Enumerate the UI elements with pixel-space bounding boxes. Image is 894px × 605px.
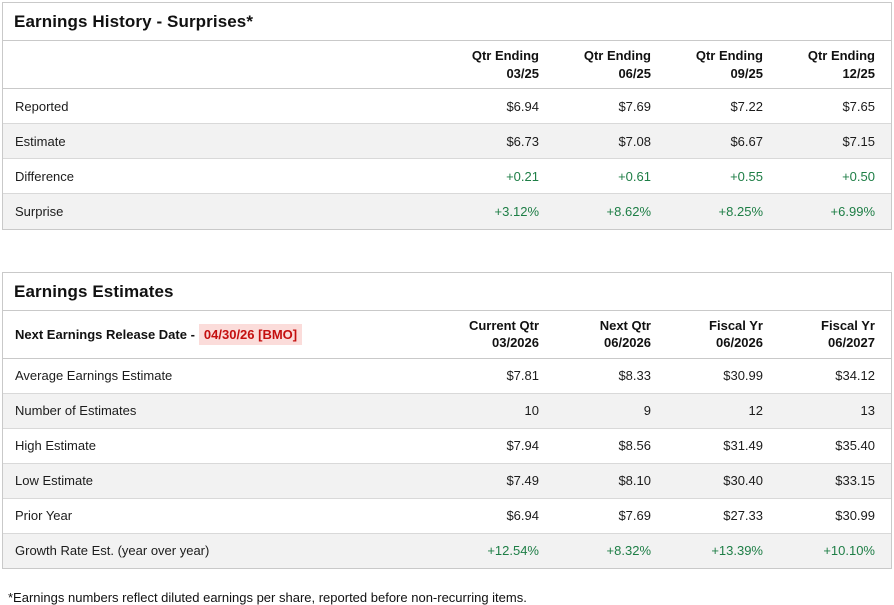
column-header: Next Qtr 06/2026 (555, 310, 667, 359)
cell-value: 12 (667, 392, 779, 429)
cell-value: $7.69 (618, 98, 651, 114)
cell-value: $33.15 (779, 462, 891, 499)
row-label: Difference (3, 158, 443, 194)
cell-value: $7.08 (555, 123, 667, 159)
cell-value: $7.22 (730, 98, 763, 114)
cell-value: $34.12 (835, 368, 875, 384)
table-row: Estimate $6.73 $7.08 $6.67 $7.15 (3, 123, 891, 159)
column-header: Fiscal Yr 06/2027 (779, 310, 891, 359)
cell-value: 10 (443, 392, 555, 429)
cell-value: $30.99 (779, 497, 891, 534)
table-row: Difference +0.21 +0.61 +0.55 +0.50 (3, 158, 891, 194)
row-label: Average Earnings Estimate (15, 368, 173, 384)
table-row: Low Estimate $7.49 $8.10 $30.40 $33.15 (3, 462, 891, 499)
column-header: Fiscal Yr 06/2026 (667, 310, 779, 359)
footnote: *Earnings numbers reflect diluted earnin… (8, 590, 527, 605)
table-row: Growth Rate Est. (year over year) +12.54%… (3, 532, 891, 569)
table-row: High Estimate $7.94 $8.56 $31.49 $35.40 (3, 427, 891, 464)
cell-value: $7.49 (443, 462, 555, 499)
cell-value: $6.94 (443, 497, 555, 534)
cell-value: $6.67 (667, 123, 779, 159)
row-label: Reported (15, 98, 69, 114)
release-date-label: Next Earnings Release Date - (15, 326, 195, 342)
cell-value: $6.73 (443, 123, 555, 159)
cell-value: +0.21 (443, 158, 555, 194)
header-spacer (3, 41, 443, 90)
earnings-history-body: Reported $6.94 $7.69 $7.22 $7.65 Estimate $6.7… (3, 89, 891, 229)
table-row: Reported $6.94 $7.69 $7.22 $7.65 (3, 89, 891, 124)
cell-value: $7.65 (842, 98, 875, 114)
cell-value: +0.61 (555, 158, 667, 194)
cell-value: 13 (779, 392, 891, 429)
cell-value: +6.99% (779, 193, 891, 229)
row-label: Prior Year (3, 497, 443, 534)
cell-value: $35.40 (779, 427, 891, 464)
cell-value: $8.10 (555, 462, 667, 499)
row-label: Low Estimate (3, 462, 443, 499)
cell-value: +3.12% (443, 193, 555, 229)
cell-value: $6.94 (506, 98, 539, 114)
table-row: Surprise +3.12% +8.62% +8.25% +6.99% (3, 193, 891, 229)
column-header: Current Qtr 03/2026 (443, 310, 555, 359)
column-header: Qtr Ending 12/25 (779, 41, 891, 90)
cell-value: +13.39% (667, 532, 779, 569)
cell-value: +10.10% (779, 532, 891, 569)
earnings-estimates-panel: Earnings Estimates Next Earnings Release… (2, 271, 892, 570)
cell-value: $30.99 (723, 368, 763, 384)
earnings-estimates-title: Earnings Estimates (3, 273, 891, 311)
cell-value: +12.54% (443, 532, 555, 569)
column-header: Qtr Ending 03/25 (443, 41, 555, 90)
row-label: Surprise (3, 193, 443, 229)
cell-value: +8.62% (555, 193, 667, 229)
row-label: High Estimate (3, 427, 443, 464)
cell-value: 9 (555, 392, 667, 429)
cell-value: $7.94 (443, 427, 555, 464)
cell-value: $8.33 (618, 368, 651, 384)
column-header: Qtr Ending 09/25 (667, 41, 779, 90)
cell-value: +8.25% (667, 193, 779, 229)
row-label: Number of Estimates (3, 392, 443, 429)
cell-value: $8.56 (555, 427, 667, 464)
column-header: Qtr Ending 06/25 (555, 41, 667, 90)
cell-value: $7.15 (779, 123, 891, 159)
table-row: Average Earnings Estimate $7.81 $8.33 $30.9… (3, 358, 891, 393)
earnings-estimates-header: Next Earnings Release Date -04/30/26 [BM… (3, 310, 891, 359)
cell-value: +8.32% (555, 532, 667, 569)
header-row: Next Earnings Release Date -04/30/26 [BM… (3, 310, 891, 359)
earnings-history-panel: Earnings History - Surprises* /* placeho… (2, 2, 892, 230)
earnings-estimates-body: Average Earnings Estimate $7.81 $8.33 $30.9… (3, 358, 891, 569)
cell-value: $30.40 (667, 462, 779, 499)
row-label: Estimate (3, 123, 443, 159)
earnings-history-title: Earnings History - Surprises* (3, 3, 891, 41)
earnings-estimates-table: Next Earnings Release Date -04/30/26 [BM… (3, 310, 891, 569)
table-row: Number of Estimates 10 9 12 13 (3, 392, 891, 429)
cell-value: +0.55 (667, 158, 779, 194)
cell-value: $7.81 (506, 368, 539, 384)
row-label: Growth Rate Est. (year over year) (3, 532, 443, 569)
table-row: Prior Year $6.94 $7.69 $27.33 $30.99 (3, 497, 891, 534)
cell-value: $31.49 (667, 427, 779, 464)
release-date-badge: 04/30/26 [BMO] (198, 323, 303, 345)
next-earnings-release: Next Earnings Release Date -04/30/26 [BM… (3, 310, 443, 359)
cell-value: $27.33 (667, 497, 779, 534)
cell-value: +0.50 (779, 158, 891, 194)
cell-value: $7.69 (555, 497, 667, 534)
